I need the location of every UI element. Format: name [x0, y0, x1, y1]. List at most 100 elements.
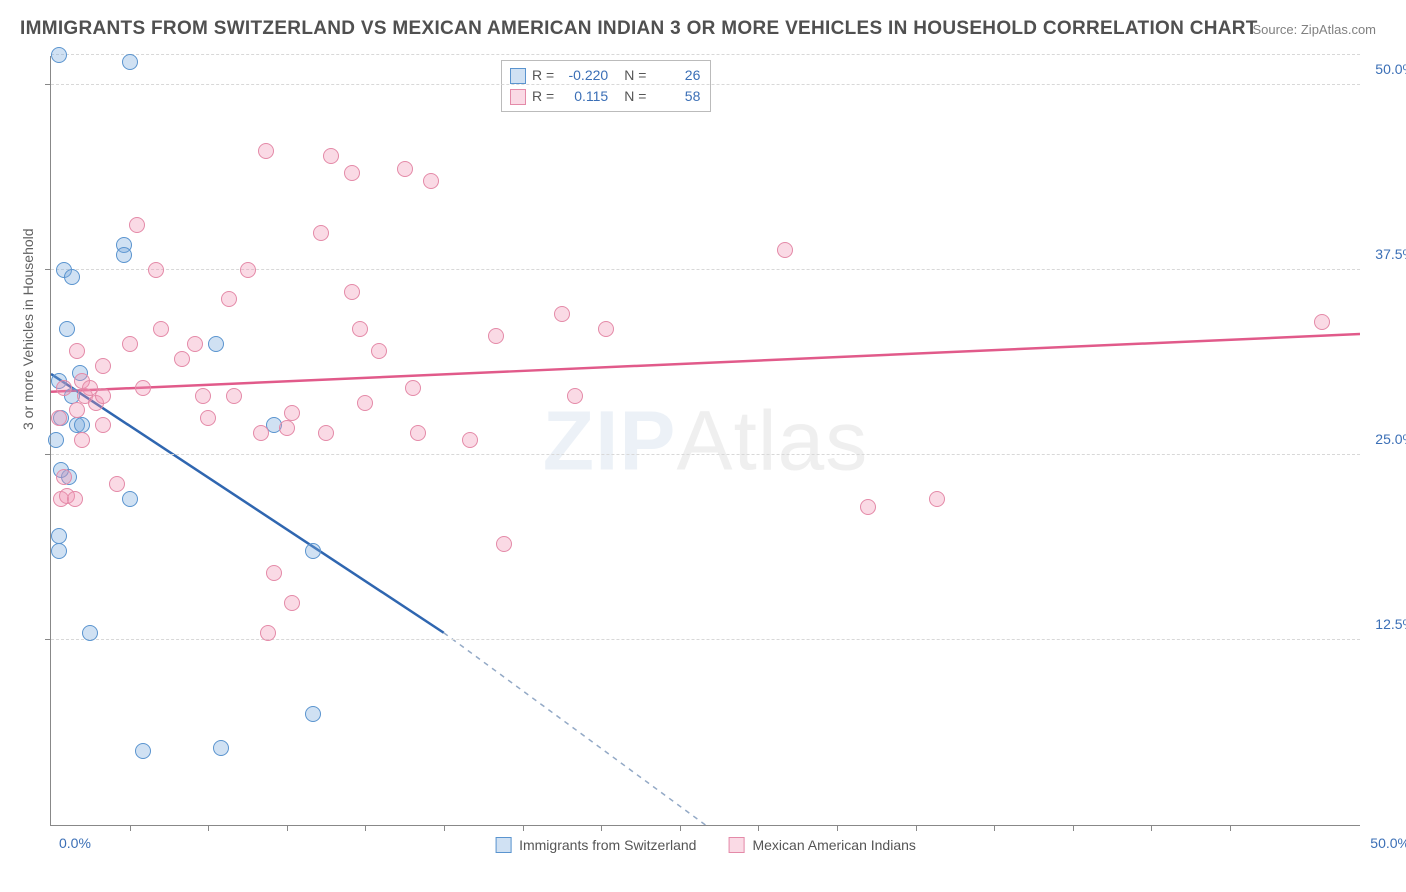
legend-label: Immigrants from Switzerland — [519, 837, 696, 853]
legend-item: Mexican American Indians — [728, 837, 915, 853]
data-point-mexican — [253, 425, 269, 441]
data-point-mexican — [226, 388, 242, 404]
x-tick-mark — [287, 825, 288, 831]
corr-row-mexican: R = 0.115 N = 58 — [510, 86, 700, 107]
y-tick-mark — [45, 84, 51, 85]
chart-title: IMMIGRANTS FROM SWITZERLAND VS MEXICAN A… — [20, 18, 1258, 40]
data-point-swiss — [51, 47, 67, 63]
data-point-mexican — [174, 351, 190, 367]
x-tick-mark — [601, 825, 602, 831]
data-point-swiss — [82, 625, 98, 641]
x-tick-mark — [523, 825, 524, 831]
data-point-mexican — [221, 291, 237, 307]
data-point-mexican — [488, 328, 504, 344]
correlation-legend: R =-0.220N =26R =0.115N =58 — [501, 60, 711, 112]
data-point-swiss — [51, 528, 67, 544]
chart-container: IMMIGRANTS FROM SWITZERLAND VS MEXICAN A… — [0, 0, 1406, 892]
data-point-mexican — [496, 536, 512, 552]
x-tick-mark — [994, 825, 995, 831]
data-point-swiss — [305, 706, 321, 722]
data-point-swiss — [305, 543, 321, 559]
trend-line-mexican — [51, 334, 1360, 392]
data-point-mexican — [129, 217, 145, 233]
data-point-mexican — [260, 625, 276, 641]
x-tick-mark — [758, 825, 759, 831]
data-point-mexican — [195, 388, 211, 404]
data-point-mexican — [240, 262, 256, 278]
watermark-bold: ZIP — [543, 393, 677, 487]
watermark: ZIPAtlas — [543, 392, 868, 489]
corr-n-value: 58 — [652, 86, 700, 107]
data-point-mexican — [122, 336, 138, 352]
trend-extrapolation-swiss — [444, 633, 706, 825]
data-point-mexican — [187, 336, 203, 352]
data-point-mexican — [69, 402, 85, 418]
trend-lines — [51, 56, 1360, 825]
x-tick-min: 0.0% — [59, 835, 91, 851]
data-point-mexican — [598, 321, 614, 337]
y-tick: 50.0% — [1375, 61, 1406, 77]
data-point-mexican — [69, 343, 85, 359]
y-axis-label: 3 or more Vehicles in Household — [20, 228, 36, 430]
y-tick-mark — [45, 454, 51, 455]
data-point-swiss — [116, 247, 132, 263]
data-point-mexican — [51, 410, 67, 426]
data-point-swiss — [122, 491, 138, 507]
series-legend: Immigrants from Switzerland Mexican Ameri… — [495, 837, 916, 853]
data-point-mexican — [200, 410, 216, 426]
data-point-mexican — [95, 417, 111, 433]
data-point-mexican — [423, 173, 439, 189]
data-point-mexican — [1314, 314, 1330, 330]
data-point-mexican — [74, 432, 90, 448]
data-point-mexican — [279, 420, 295, 436]
data-point-mexican — [567, 388, 583, 404]
data-point-swiss — [59, 321, 75, 337]
data-point-mexican — [56, 469, 72, 485]
y-tick-mark — [45, 639, 51, 640]
corr-n-label: N = — [624, 86, 646, 107]
legend-item: Immigrants from Switzerland — [495, 837, 696, 853]
data-point-swiss — [64, 269, 80, 285]
x-tick-mark — [1151, 825, 1152, 831]
data-point-mexican — [284, 595, 300, 611]
y-tick-mark — [45, 269, 51, 270]
data-point-mexican — [135, 380, 151, 396]
x-tick-mark — [444, 825, 445, 831]
data-point-mexican — [777, 242, 793, 258]
data-point-swiss — [122, 54, 138, 70]
y-tick: 37.5% — [1375, 246, 1406, 262]
data-point-mexican — [462, 432, 478, 448]
data-point-mexican — [405, 380, 421, 396]
data-point-mexican — [258, 143, 274, 159]
x-tick-mark — [916, 825, 917, 831]
x-tick-mark — [208, 825, 209, 831]
data-point-mexican — [284, 405, 300, 421]
data-point-mexican — [266, 565, 282, 581]
x-tick-mark — [365, 825, 366, 831]
y-tick: 25.0% — [1375, 431, 1406, 447]
x-tick-max: 50.0% — [1370, 835, 1406, 851]
data-point-swiss — [135, 743, 151, 759]
data-point-mexican — [860, 499, 876, 515]
corr-r-value: 0.115 — [560, 86, 608, 107]
data-point-swiss — [48, 432, 64, 448]
grid-line — [51, 54, 1360, 55]
legend-label: Mexican American Indians — [752, 837, 915, 853]
data-point-swiss — [213, 740, 229, 756]
grid-line — [51, 454, 1360, 455]
corr-r-label: R = — [532, 86, 554, 107]
data-point-mexican — [554, 306, 570, 322]
data-point-mexican — [352, 321, 368, 337]
data-point-swiss — [51, 543, 67, 559]
x-tick-mark — [1073, 825, 1074, 831]
trend-line-swiss — [51, 374, 444, 633]
data-point-mexican — [357, 395, 373, 411]
x-tick-mark — [1230, 825, 1231, 831]
data-point-mexican — [95, 388, 111, 404]
data-point-mexican — [109, 476, 125, 492]
grid-line — [51, 639, 1360, 640]
grid-line — [51, 84, 1360, 85]
data-point-mexican — [929, 491, 945, 507]
data-point-mexican — [67, 491, 83, 507]
data-point-mexican — [95, 358, 111, 374]
